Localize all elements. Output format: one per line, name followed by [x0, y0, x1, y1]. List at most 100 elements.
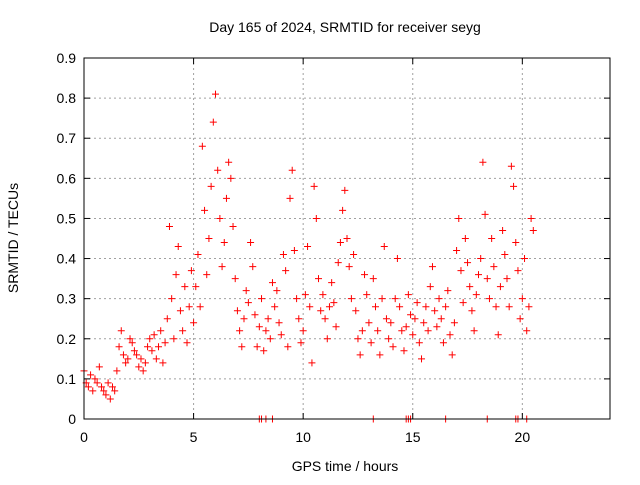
data-point — [275, 319, 283, 327]
data-point — [354, 335, 362, 343]
data-point — [284, 343, 292, 351]
data-point — [297, 339, 305, 347]
data-point — [113, 367, 121, 375]
data-point — [271, 303, 279, 311]
data-point — [295, 315, 303, 323]
data-point — [196, 303, 204, 311]
data-point — [299, 327, 307, 335]
data-point — [222, 194, 230, 202]
data-point — [409, 331, 417, 339]
data-point — [293, 295, 301, 303]
data-point — [233, 307, 241, 315]
data-point — [231, 275, 239, 283]
data-point — [418, 355, 426, 363]
data-point — [400, 347, 408, 355]
data-point — [216, 214, 224, 222]
y-tick-label: 0.6 — [57, 170, 77, 186]
data-point — [365, 319, 373, 327]
data-point — [249, 263, 257, 271]
data-point — [310, 182, 318, 190]
data-point — [393, 255, 401, 263]
data-point — [514, 267, 522, 275]
x-tick-label: 20 — [515, 429, 531, 445]
data-point — [93, 379, 101, 387]
data-point — [264, 315, 272, 323]
data-point — [442, 303, 450, 311]
data-point — [459, 299, 467, 307]
plot-frame — [83, 57, 611, 420]
data-point — [321, 315, 329, 323]
data-point — [494, 331, 502, 339]
data-point — [317, 307, 325, 315]
data-point — [361, 271, 369, 279]
data-point — [170, 335, 178, 343]
y-tick-label: 0.1 — [57, 371, 77, 387]
data-point — [183, 339, 191, 347]
data-point — [350, 251, 358, 259]
data-point — [483, 275, 491, 283]
data-point — [141, 359, 149, 367]
data-point — [106, 395, 114, 403]
data-point — [328, 279, 336, 287]
x-tick-label: 10 — [295, 429, 311, 445]
data-point — [501, 251, 509, 259]
data-point — [122, 359, 130, 367]
data-point — [391, 295, 399, 303]
data-point — [450, 319, 458, 327]
data-point — [115, 343, 123, 351]
data-point — [301, 291, 309, 299]
data-point — [492, 303, 500, 311]
data-point — [426, 283, 434, 291]
data-point — [238, 343, 246, 351]
data-point — [347, 295, 355, 303]
data-point — [157, 327, 165, 335]
data-point — [240, 315, 248, 323]
data-point — [144, 343, 152, 351]
data-point — [244, 299, 252, 307]
y-tick-label: 0 — [68, 411, 76, 427]
data-point — [137, 355, 145, 363]
data-point — [525, 303, 533, 311]
data-point — [503, 275, 511, 283]
data-point — [306, 303, 314, 311]
data-point — [207, 182, 215, 190]
y-tick-label: 0.9 — [57, 50, 77, 66]
data-point — [371, 303, 379, 311]
data-point — [100, 387, 108, 395]
data-point — [214, 166, 222, 174]
data-point — [435, 295, 443, 303]
data-point — [229, 222, 237, 230]
data-point — [345, 263, 353, 271]
data-point — [159, 359, 167, 367]
data-point — [165, 222, 173, 230]
data-point — [308, 359, 316, 367]
data-point — [477, 255, 485, 263]
data-point — [95, 363, 103, 371]
data-point — [527, 214, 535, 222]
data-point — [485, 295, 493, 303]
data-point — [117, 327, 125, 335]
data-point — [374, 327, 382, 335]
data-point — [247, 239, 255, 247]
data-point — [455, 214, 463, 222]
data-point — [227, 174, 235, 182]
data-point — [288, 166, 296, 174]
data-point — [457, 267, 465, 275]
data-point — [380, 243, 388, 251]
data-point — [507, 162, 515, 170]
data-point — [453, 247, 461, 255]
data-point — [155, 343, 163, 351]
data-point — [332, 323, 340, 331]
data-point — [111, 387, 119, 395]
data-point — [518, 295, 526, 303]
data-point — [407, 311, 415, 319]
data-point — [523, 327, 531, 335]
data-point — [339, 206, 347, 214]
data-point — [437, 315, 445, 323]
data-point — [174, 243, 182, 251]
data-point — [411, 315, 419, 323]
data-point — [286, 194, 294, 202]
y-axis-label: SRMTID / TECUs — [5, 183, 21, 293]
